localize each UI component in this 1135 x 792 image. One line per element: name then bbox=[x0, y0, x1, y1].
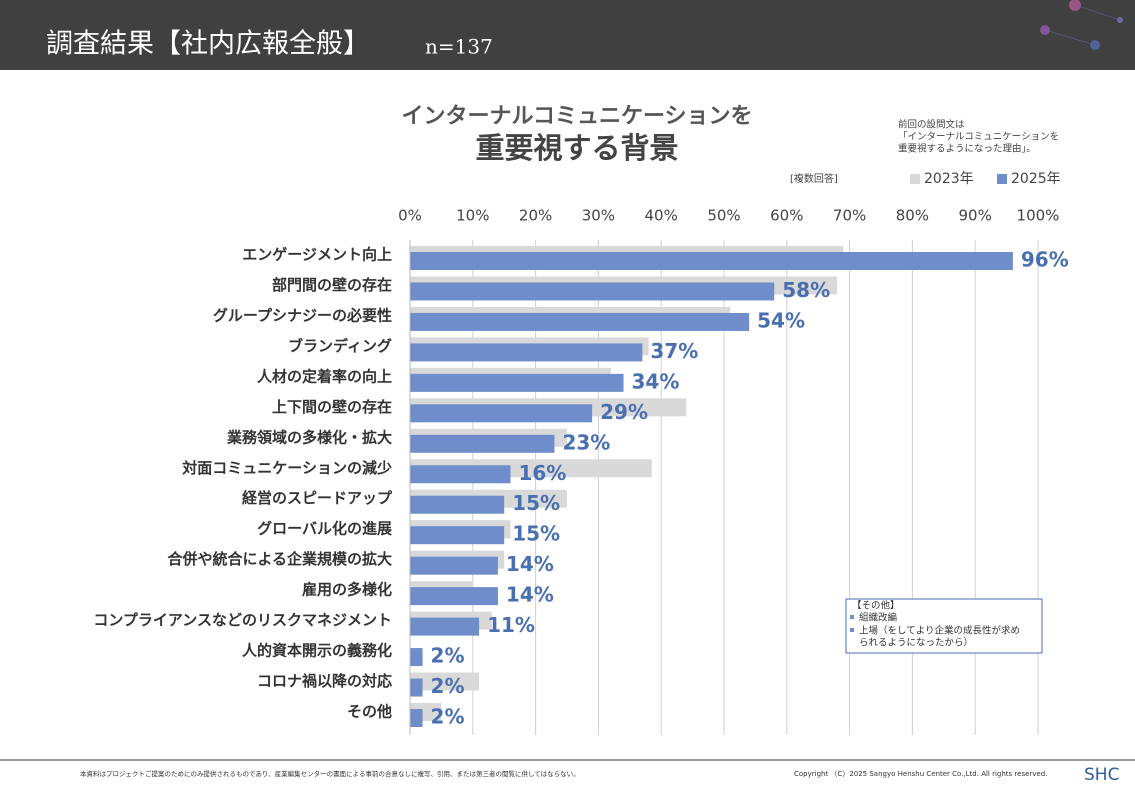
value-label: 2% bbox=[431, 644, 465, 668]
value-label: 15% bbox=[512, 491, 560, 515]
y-tick-label: コンプライアンスなどのリスクマネジメント bbox=[93, 611, 392, 629]
header-decoration bbox=[1040, 0, 1123, 50]
x-tick-label: 50% bbox=[707, 207, 740, 225]
x-tick-label: 90% bbox=[959, 207, 992, 225]
other-item: 上場（をしてより企業の成長性が求め bbox=[859, 625, 1020, 637]
bar-2025 bbox=[410, 404, 593, 423]
value-label: 14% bbox=[506, 583, 554, 607]
bar-2025 bbox=[410, 678, 423, 697]
bar-2025 bbox=[410, 252, 1013, 270]
legend-label: 2023年 bbox=[924, 171, 974, 187]
bar-2025 bbox=[410, 587, 498, 606]
other-box bbox=[845, 598, 1043, 654]
note-line: 重要視するようになった理由」。 bbox=[898, 143, 1036, 155]
value-label: 23% bbox=[562, 430, 610, 454]
y-tick-label: 部門間の壁の存在 bbox=[272, 276, 392, 294]
y-tick-label: ブランディング bbox=[288, 337, 392, 355]
legend: 2023年 2025年 bbox=[910, 171, 1061, 187]
value-label: 11% bbox=[487, 613, 535, 637]
legend-label: 2025年 bbox=[1011, 171, 1061, 187]
x-tick-label: 10% bbox=[456, 207, 489, 225]
x-tick-label: 20% bbox=[519, 207, 552, 225]
y-tick-label: 経営のスピードアップ bbox=[242, 489, 393, 507]
y-tick-label: 雇用の多様化 bbox=[302, 581, 392, 599]
x-tick-label: 60% bbox=[770, 207, 803, 225]
y-tick-label: 対面コミュニケーションの減少 bbox=[181, 459, 392, 477]
value-label: 29% bbox=[600, 400, 648, 424]
value-label: 2% bbox=[431, 674, 465, 698]
other-box-title: 【その他】 bbox=[852, 600, 900, 612]
bullet bbox=[850, 615, 854, 619]
legend-swatch bbox=[910, 174, 920, 184]
bullet bbox=[850, 628, 854, 632]
y-tick-label: 業務領域の多様化・拡大 bbox=[226, 428, 392, 446]
x-tick-label: 30% bbox=[582, 207, 615, 225]
other-item: られるようになったから） bbox=[859, 637, 973, 649]
value-label: 2% bbox=[431, 705, 465, 729]
value-label: 37% bbox=[650, 339, 698, 363]
chart-title-line: 重要視する背景 bbox=[475, 131, 678, 165]
x-tick-label: 0% bbox=[398, 207, 422, 225]
value-label: 34% bbox=[632, 369, 680, 393]
value-label: 96% bbox=[1021, 248, 1069, 272]
bar-2025 bbox=[410, 495, 505, 514]
header-title: 調査結果【社内広報全般】 bbox=[46, 29, 370, 60]
value-label: 54% bbox=[757, 308, 805, 332]
copyright: Copyright （C）2025 Sangyo Henshu Center C… bbox=[794, 770, 1047, 778]
value-label: 16% bbox=[518, 461, 566, 485]
y-tick-label: コロナ禍以降の対応 bbox=[257, 672, 392, 690]
bar-2025 bbox=[410, 465, 511, 484]
y-tick-label: その他 bbox=[347, 703, 392, 721]
x-tick-label: 100% bbox=[1017, 207, 1060, 225]
bar-2025 bbox=[410, 343, 643, 362]
chart-title-line: インターナルコミュニケーションを bbox=[401, 104, 752, 129]
bar-2025 bbox=[410, 556, 498, 575]
value-label: 14% bbox=[506, 552, 554, 576]
bar-2025 bbox=[410, 373, 624, 392]
note-line: 前回の設問文は bbox=[898, 119, 965, 131]
x-tick-label: 80% bbox=[896, 207, 929, 225]
bar-2025 bbox=[410, 617, 480, 636]
bar-2025 bbox=[410, 709, 423, 727]
disclaimer: 本資料はプロジェクトご提案のためにのみ提供されるものであり、産業編集センターの書… bbox=[80, 769, 580, 778]
bar-2025 bbox=[410, 282, 775, 301]
note-line: 「インターナルコミュニケーションを bbox=[898, 132, 1059, 143]
bar-2025 bbox=[410, 648, 423, 667]
sample-size: n=137 bbox=[425, 35, 493, 59]
bar-2023 bbox=[410, 672, 480, 691]
other-item: 組織改編 bbox=[859, 612, 897, 624]
value-label: 15% bbox=[512, 522, 560, 546]
y-tick-label: 合併や統合による企業規模の拡大 bbox=[166, 550, 392, 568]
y-tick-label: エンゲージメント向上 bbox=[242, 246, 392, 264]
plot: 0% 10% 20% 30% 40% 50% 60% 70% 80% 90% 100% エンゲージメン… bbox=[93, 207, 1069, 735]
header-band bbox=[0, 0, 1135, 70]
bar-2025 bbox=[410, 526, 505, 545]
multiple-answer: [複数回答] bbox=[790, 172, 838, 185]
bar-2025 bbox=[410, 434, 555, 453]
y-tick-label: グループシナジーの必要性 bbox=[213, 306, 392, 324]
x-tick-label: 40% bbox=[645, 207, 678, 225]
logo: SHC bbox=[1084, 765, 1119, 785]
value-label: 58% bbox=[782, 278, 830, 302]
y-tick-label: 人的資本開示の義務化 bbox=[242, 642, 392, 660]
y-tick-label: 上下間の壁の存在 bbox=[272, 398, 392, 416]
bar-2025 bbox=[410, 312, 750, 331]
legend-swatch bbox=[997, 174, 1007, 184]
x-tick-label: 70% bbox=[833, 207, 866, 225]
y-tick-label: グローバル化の進展 bbox=[257, 520, 392, 538]
y-tick-label: 人材の定着率の向上 bbox=[257, 367, 392, 385]
